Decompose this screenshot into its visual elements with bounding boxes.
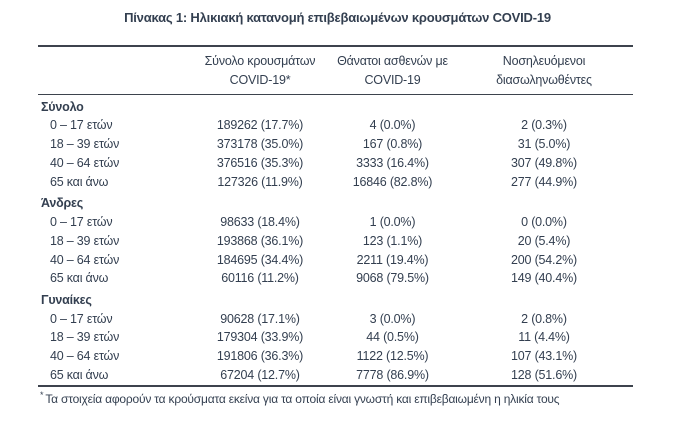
table-row: 65 και άνω 60116 (11.2%) 9068 (79.5%) 14… [38, 269, 633, 288]
cases-value: 127326 (11.9%) [217, 174, 303, 189]
table-row: 65 και άνω 127326 (11.9%) 16846 (82.8%) … [38, 173, 633, 192]
age-label: 18 – 39 ετών [50, 233, 120, 248]
intubated-value: 307 (49.8%) [511, 155, 577, 170]
age-label: 0 – 17 ετών [50, 311, 113, 326]
table-row: 0 – 17 ετών 98633 (18.4%) 1 (0.0%) 0 (0.… [38, 213, 633, 232]
intubated-value: 0 (0.0%) [521, 215, 567, 230]
cases-value: 373178 (35.0%) [216, 137, 304, 152]
column-header-cases: Σύνολο κρουσμάτων COVID-19* [190, 46, 330, 95]
column-header-intubated-line1: Νοσηλευόμενοι [502, 54, 586, 68]
cases-value: 191806 (36.3%) [216, 349, 304, 364]
cases-value: 98633 (18.4%) [220, 215, 300, 230]
section-label: Γυναίκες [41, 292, 92, 307]
table-row: 0 – 17 ετών 189262 (17.7%) 4 (0.0%) 2 (0… [38, 117, 633, 136]
table-row: 18 – 39 ετών 179304 (33.9%) 44 (0.5%) 11… [38, 329, 633, 348]
table-row: 65 και άνω 67204 (12.7%) 7778 (86.9%) 12… [38, 366, 633, 386]
section-row-total: Σύνολο [38, 95, 633, 117]
cases-value: 67204 (12.7%) [220, 367, 300, 382]
page-title: Πίνακας 1: Ηλικιακή κατανομή επιβεβαιωμέ… [124, 10, 551, 25]
column-header-cases-line1: Σύνολο κρουσμάτων [204, 54, 316, 68]
age-label: 0 – 17 ετών [50, 118, 113, 133]
column-header-empty [38, 46, 190, 95]
section-row-women: Γυναίκες [38, 288, 633, 310]
age-label: 40 – 64 ετών [50, 252, 120, 267]
age-label: 65 και άνω [50, 271, 109, 286]
column-header-deaths-line2: COVID-19 [364, 73, 421, 87]
header-row: Σύνολο κρουσμάτων COVID-19* Θάνατοι ασθε… [38, 46, 633, 95]
deaths-value: 16846 (82.8%) [352, 174, 433, 189]
footnote: * Τα στοιχεία αφορούν τα κρούσματα εκείνα… [40, 388, 660, 407]
intubated-value: 107 (43.1%) [511, 349, 577, 364]
cases-value: 184695 (34.4%) [216, 252, 304, 267]
intubated-value: 11 (4.4%) [518, 330, 570, 345]
section-label: Σύνολο [41, 99, 84, 114]
table-row: 40 – 64 ετών 191806 (36.3%) 1122 (12.5%)… [38, 347, 633, 366]
intubated-value: 31 (5.0%) [517, 137, 571, 152]
covid-age-distribution-table: Σύνολο κρουσμάτων COVID-19* Θάνατοι ασθε… [38, 45, 633, 387]
age-label: 18 – 39 ετών [50, 137, 120, 152]
age-label: 0 – 17 ετών [50, 215, 113, 230]
section-label: Άνδρες [41, 196, 84, 211]
intubated-value: 20 (5.4%) [517, 233, 571, 248]
cases-value: 189262 (17.7%) [216, 118, 304, 133]
deaths-value: 123 (1.1%) [362, 233, 423, 248]
intubated-value: 149 (40.4%) [511, 271, 577, 286]
column-header-cases-line2: COVID-19* [229, 73, 291, 87]
section-row-men: Άνδρες [38, 192, 633, 214]
intubated-value: 2 (0.3%) [521, 118, 567, 133]
age-label: 65 και άνω [50, 367, 109, 382]
column-header-intubated-line2: διασωληνωθέντες [496, 73, 592, 87]
footnote-text: Τα στοιχεία αφορούν τα κρούσματα εκείνα … [45, 392, 560, 406]
deaths-value: 1122 (12.5%) [356, 349, 429, 364]
deaths-value: 9068 (79.5%) [356, 271, 429, 286]
age-label: 40 – 64 ετών [50, 155, 120, 170]
column-header-deaths: Θάνατοι ασθενών με COVID-19 [330, 46, 455, 95]
age-label: 40 – 64 ετών [50, 349, 120, 364]
column-header-intubated: Νοσηλευόμενοι διασωληνωθέντες [455, 46, 633, 95]
table-row: 18 – 39 ετών 193868 (36.1%) 123 (1.1%) 2… [38, 232, 633, 251]
column-header-deaths-line1: Θάνατοι ασθενών με [337, 54, 448, 68]
deaths-value: 3 (0.0%) [369, 311, 416, 326]
cases-value: 179304 (33.9%) [216, 330, 304, 345]
table-header: Σύνολο κρουσμάτων COVID-19* Θάνατοι ασθε… [38, 46, 633, 95]
deaths-value: 2211 (19.4%) [356, 252, 429, 267]
table-row: 40 – 64 ετών 184695 (34.4%) 2211 (19.4%)… [38, 251, 633, 270]
table-row: 18 – 39 ετών 373178 (35.0%) 167 (0.8%) 3… [38, 135, 633, 154]
cases-value: 376516 (35.3%) [216, 155, 304, 170]
deaths-value: 167 (0.8%) [362, 137, 423, 152]
deaths-value: 1 (0.0%) [369, 215, 416, 230]
intubated-value: 128 (51.6%) [511, 367, 577, 382]
cases-value: 193868 (36.1%) [216, 233, 304, 248]
cases-value: 60116 (11.2%) [221, 271, 299, 286]
age-label: 65 και άνω [50, 174, 109, 189]
table-row: 0 – 17 ετών 90628 (17.1%) 3 (0.0%) 2 (0.… [38, 310, 633, 329]
intubated-value: 277 (44.9%) [511, 174, 577, 189]
cases-value: 90628 (17.1%) [220, 311, 300, 326]
deaths-value: 44 (0.5%) [366, 330, 419, 345]
deaths-value: 3333 (16.4%) [356, 155, 429, 170]
intubated-value: 2 (0.8%) [521, 311, 567, 326]
intubated-value: 200 (54.2%) [511, 252, 577, 267]
deaths-value: 7778 (86.9%) [356, 367, 429, 382]
deaths-value: 4 (0.0%) [369, 118, 416, 133]
table-row: 40 – 64 ετών 376516 (35.3%) 3333 (16.4%)… [38, 154, 633, 173]
footnote-asterisk: * [40, 390, 44, 400]
age-label: 18 – 39 ετών [50, 330, 120, 345]
table-body: Σύνολο 0 – 17 ετών 189262 (17.7%) 4 (0.0… [38, 95, 633, 386]
